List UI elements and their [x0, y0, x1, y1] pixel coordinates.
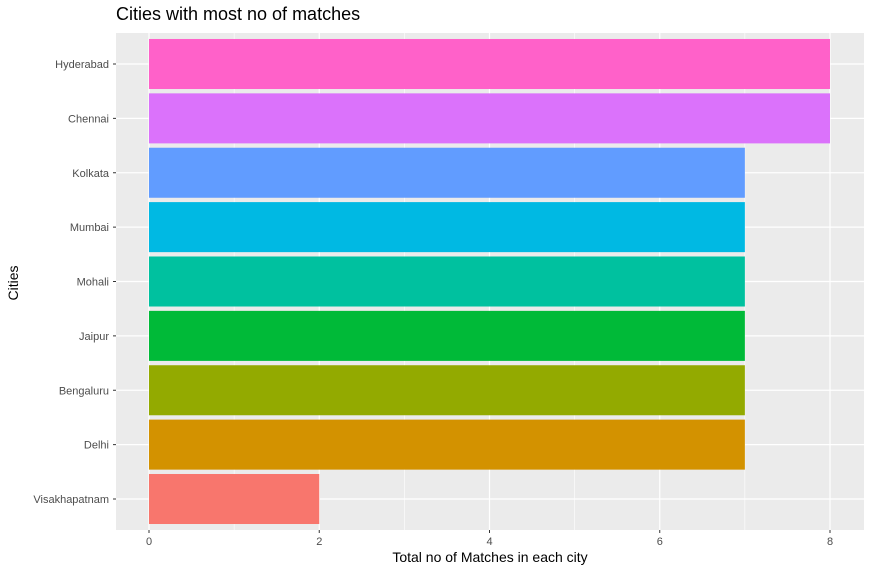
x-axis: 0 2 4 6 8 [146, 530, 833, 548]
y-tick-label: Mohali [77, 277, 109, 289]
bar-delhi [149, 419, 745, 470]
bar-bengaluru [149, 365, 745, 416]
y-tick-label: Visakhapatnam [33, 494, 109, 506]
bar-mumbai [149, 202, 745, 253]
x-tick-label: 8 [827, 536, 833, 548]
y-tick-label: Jaipur [79, 331, 109, 343]
bar-visakhapatnam [149, 473, 320, 525]
y-axis: Hyderabad Chennai Kolkata Mumbai Mohali Jaipu… [33, 59, 116, 506]
x-axis-title: Total no of Matches in each city [392, 549, 587, 565]
x-tick-label: 4 [486, 536, 492, 548]
bar-mohali [149, 256, 745, 307]
bar-kolkata [149, 147, 745, 198]
y-tick-label: Chennai [68, 113, 109, 125]
y-tick-label: Delhi [84, 440, 109, 452]
x-tick-label: 0 [146, 536, 152, 548]
y-axis-title: Cities [5, 265, 21, 300]
x-tick-label: 6 [657, 536, 663, 548]
x-tick-label: 2 [316, 536, 322, 548]
chart-title: Cities with most no of matches [116, 4, 360, 24]
bar-chennai [149, 93, 830, 144]
bar-hyderabad [149, 38, 830, 90]
y-tick-label: Bengaluru [59, 385, 109, 397]
y-tick-label: Hyderabad [55, 59, 109, 71]
y-tick-label: Mumbai [70, 222, 109, 234]
bar-jaipur [149, 310, 745, 361]
bars [149, 38, 830, 525]
y-tick-label: Kolkata [72, 168, 110, 180]
